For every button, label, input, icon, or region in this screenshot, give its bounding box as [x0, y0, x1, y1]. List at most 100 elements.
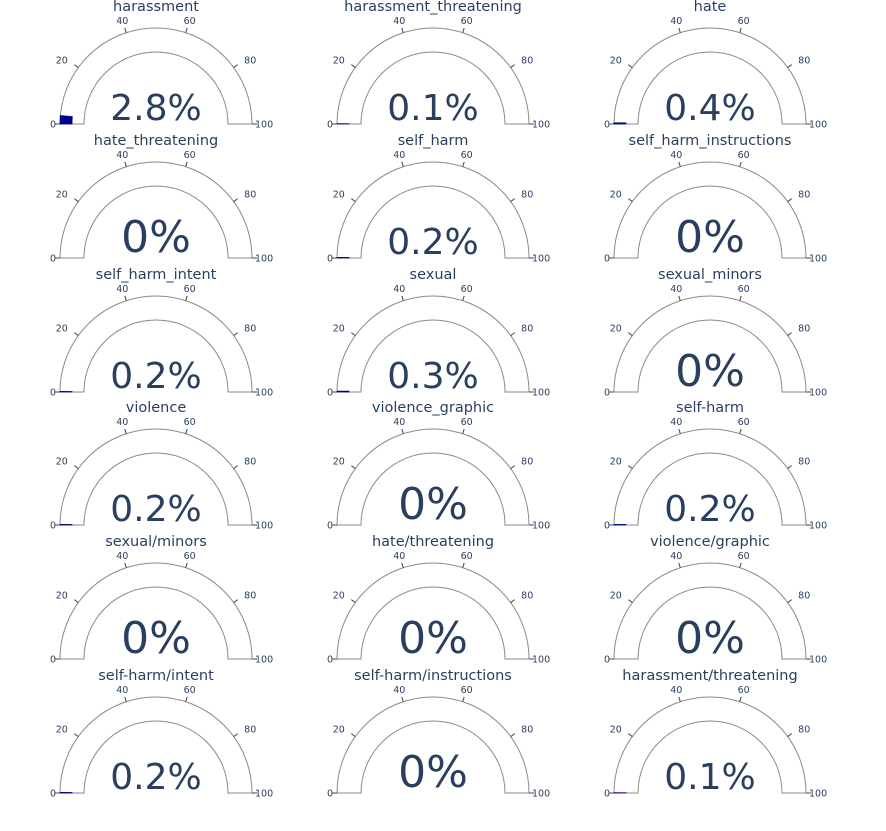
gauge-tick — [787, 599, 793, 603]
gauge-band — [59, 161, 253, 259]
gauge-tick-label: 60 — [184, 16, 196, 27]
gauge-tick — [739, 428, 742, 434]
gauge-tick — [627, 64, 633, 68]
gauge-tick — [185, 295, 188, 301]
gauge-title: violence — [126, 400, 187, 416]
gauge-tick — [350, 198, 356, 202]
gauge: hate/threatening 0 20 40 60 80 100 0% — [327, 534, 550, 666]
gauge-tick-label: 100 — [532, 254, 550, 265]
gauge-tick-label: 20 — [333, 456, 345, 467]
gauge-title: hate_threatening — [94, 133, 218, 149]
gauge-tick — [678, 562, 681, 568]
gauge-tick-label: 80 — [798, 55, 810, 66]
gauge-tick-label: 60 — [738, 551, 750, 562]
gauge-value-label: 0.3% — [387, 356, 478, 397]
gauge-value-bar — [336, 390, 350, 393]
gauge-tick-label: 60 — [738, 16, 750, 27]
gauge-tick-label: 100 — [255, 655, 273, 666]
gauge-tick-label: 100 — [809, 388, 827, 399]
gauge-tick-label: 40 — [393, 284, 405, 295]
gauge-tick-label: 80 — [521, 55, 533, 66]
gauge-tick-label: 0 — [327, 388, 333, 399]
gauge-tick-label: 20 — [333, 590, 345, 601]
gauge-tick-label: 80 — [521, 189, 533, 200]
gauge-tick — [787, 332, 793, 336]
gauge-tick — [627, 332, 633, 336]
gauge-title: sexual/minors — [105, 534, 207, 550]
gauge: hate_threatening 0 20 40 60 80 100 0% — [50, 133, 273, 265]
gauge-tick-label: 20 — [56, 323, 68, 334]
gauge-tick — [462, 161, 465, 167]
gauge-tick-label: 80 — [798, 590, 810, 601]
gauge: self_harm_instructions 0 20 40 60 80 100 0% — [604, 133, 827, 265]
gauge-tick — [401, 27, 404, 33]
gauge-tick — [124, 27, 127, 33]
gauge-value-bar — [59, 791, 73, 794]
gauge-tick — [787, 64, 793, 68]
gauge-tick — [787, 465, 793, 469]
gauge-tick — [510, 198, 516, 202]
gauge: sexual 0 20 40 60 80 100 0.3% — [327, 267, 550, 399]
gauge-tick — [510, 599, 516, 603]
gauge-tick-label: 80 — [521, 590, 533, 601]
gauge: hate 0 20 40 60 80 100 0.4% — [604, 0, 827, 131]
gauge-tick-label: 0 — [604, 120, 610, 131]
gauge-title: self_harm_instructions — [629, 133, 792, 149]
gauge-tick-label: 40 — [670, 417, 682, 428]
gauge: self_harm_intent 0 20 40 60 80 100 0.2% — [50, 267, 273, 399]
gauge-value-label: 0.2% — [387, 222, 478, 263]
gauge-tick-label: 60 — [461, 417, 473, 428]
gauge-tick-label: 60 — [461, 685, 473, 696]
gauge-tick-label: 0 — [327, 655, 333, 666]
gauge-band — [336, 295, 530, 393]
gauge: sexual_minors 0 20 40 60 80 100 0% — [604, 267, 827, 399]
gauge-band — [613, 428, 807, 526]
gauge-tick-label: 20 — [333, 724, 345, 735]
gauge-title: self_harm_intent — [96, 267, 217, 283]
gauge-tick-label: 40 — [116, 16, 128, 27]
gauge-tick-label: 0 — [604, 521, 610, 532]
gauge-tick-label: 0 — [50, 789, 56, 800]
gauge-tick-label: 100 — [532, 388, 550, 399]
gauge: self-harm 0 20 40 60 80 100 0.2% — [604, 400, 827, 532]
gauge-value-label: 0% — [121, 613, 191, 664]
gauge-tick-label: 60 — [184, 417, 196, 428]
gauge-tick-label: 20 — [333, 323, 345, 334]
gauge-tick-label: 60 — [738, 417, 750, 428]
gauge-tick-label: 20 — [333, 189, 345, 200]
gauge-tick-label: 0 — [50, 120, 56, 131]
gauge-title: harassment_threatening — [344, 0, 522, 15]
gauge-tick-label: 40 — [116, 685, 128, 696]
gauge-tick-label: 0 — [604, 655, 610, 666]
gauge-tick-label: 40 — [670, 16, 682, 27]
gauge-tick — [124, 428, 127, 434]
gauge-tick-label: 20 — [610, 55, 622, 66]
gauge-tick — [124, 161, 127, 167]
gauge-tick-label: 20 — [610, 724, 622, 735]
gauge-tick — [233, 465, 239, 469]
gauge-band — [613, 161, 807, 259]
gauge-tick-label: 20 — [56, 456, 68, 467]
gauge-tick-label: 0 — [604, 254, 610, 265]
gauge-tick-label: 40 — [670, 150, 682, 161]
gauge-tick-label: 100 — [809, 120, 827, 131]
gauge-tick — [739, 161, 742, 167]
gauge-title: hate — [694, 0, 727, 15]
gauge: harassment/threatening 0 20 40 60 80 100 0.1% — [604, 668, 827, 800]
gauge-tick — [73, 465, 79, 469]
gauge-tick — [233, 198, 239, 202]
gauge-tick-label: 80 — [521, 456, 533, 467]
gauge-value-label: 0.2% — [110, 757, 201, 798]
gauge-band — [336, 562, 530, 660]
gauge-tick-label: 40 — [116, 150, 128, 161]
gauge-tick — [233, 332, 239, 336]
gauge-tick-label: 80 — [798, 189, 810, 200]
gauge-tick — [678, 428, 681, 434]
gauge-tick-label: 60 — [184, 685, 196, 696]
gauge-tick-label: 0 — [604, 388, 610, 399]
gauge-tick-label: 80 — [244, 724, 256, 735]
gauge-band — [336, 27, 530, 125]
gauge-tick — [73, 332, 79, 336]
gauge-tick — [510, 332, 516, 336]
gauge-tick — [739, 696, 742, 702]
